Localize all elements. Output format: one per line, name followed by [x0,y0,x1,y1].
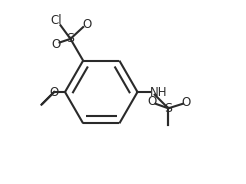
Text: S: S [164,102,172,115]
Text: O: O [51,38,61,51]
Text: NH: NH [150,86,168,98]
Text: O: O [82,18,91,31]
Text: O: O [42,104,51,117]
Text: O: O [182,96,191,109]
Text: O: O [49,86,59,98]
Text: S: S [66,32,75,45]
Text: Cl: Cl [50,14,62,27]
Text: O: O [147,95,157,108]
